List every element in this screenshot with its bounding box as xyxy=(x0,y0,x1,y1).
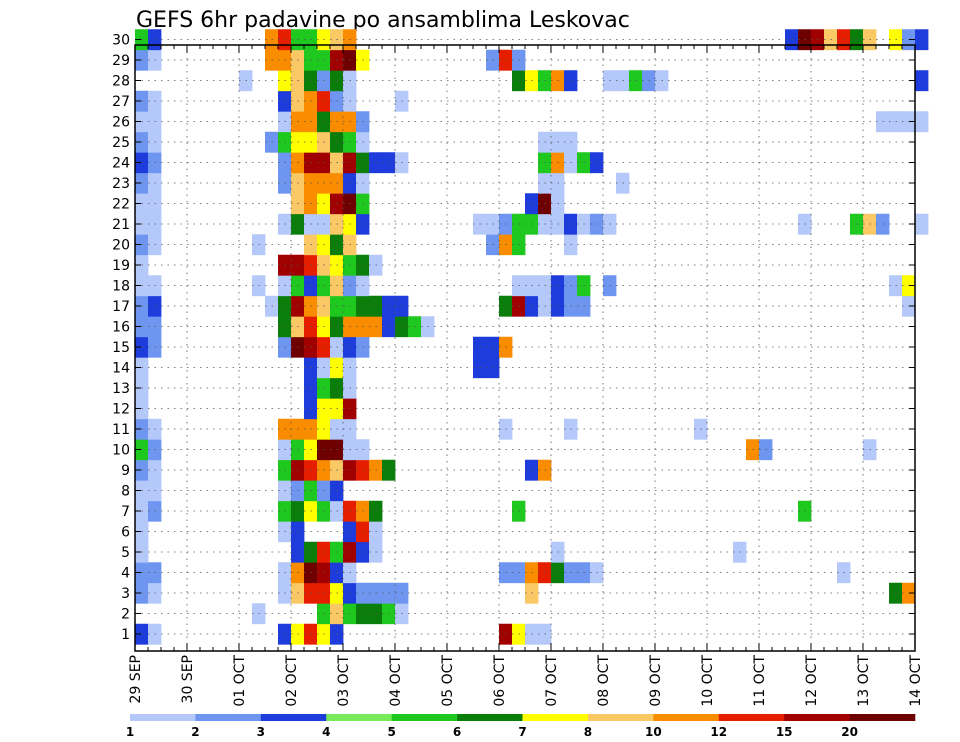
colorbar-swatch xyxy=(653,714,720,721)
colorbar-swatch xyxy=(457,714,523,721)
colorbar: 1 2 3 4 5 6 7 8 10 12 15 20 xyxy=(126,714,916,739)
y-tick-label: 21 xyxy=(112,217,130,233)
gridlines xyxy=(134,39,916,651)
y-tick-label: 13 xyxy=(112,381,130,397)
y-tick-label: 10 xyxy=(112,443,130,459)
y-tick-label: 27 xyxy=(112,94,130,110)
y-tick-label: 5 xyxy=(121,545,130,561)
colorbar-label: 4 xyxy=(322,725,330,739)
x-tick-label: 02 OCT xyxy=(284,655,300,707)
colorbar-label: 10 xyxy=(645,725,662,739)
y-tick-label: 28 xyxy=(112,74,130,90)
colorbar-label: 20 xyxy=(841,725,858,739)
colorbar-swatch xyxy=(718,714,785,721)
colorbar-swatch xyxy=(849,714,916,721)
colorbar-label: 6 xyxy=(453,725,461,739)
x-tick-label: 03 OCT xyxy=(336,655,352,707)
colorbar-swatch xyxy=(260,714,327,721)
colorbar-swatch xyxy=(784,714,850,721)
y-tick-label: 23 xyxy=(112,176,130,192)
y-axis: 1234567891011121314151617181920212223242… xyxy=(112,33,915,643)
y-tick-label: 12 xyxy=(112,402,130,418)
y-tick-label: 24 xyxy=(112,156,130,172)
x-tick-label: 06 OCT xyxy=(492,655,508,707)
y-tick-label: 15 xyxy=(112,340,130,356)
y-tick-label: 4 xyxy=(121,566,130,582)
x-tick-label: 29 SEP xyxy=(128,655,144,703)
y-tick-label: 11 xyxy=(112,422,130,438)
colorbar-label: 7 xyxy=(518,725,526,739)
x-tick-label: 30 SEP xyxy=(180,655,196,703)
y-tick-label: 18 xyxy=(112,279,130,295)
y-tick-label: 25 xyxy=(112,135,130,151)
colorbar-label: 2 xyxy=(191,725,199,739)
y-tick-label: 9 xyxy=(121,463,130,479)
y-tick-label: 30 xyxy=(112,33,130,49)
y-tick-label: 16 xyxy=(112,320,130,336)
x-tick-label: 14 OCT xyxy=(908,655,924,707)
y-tick-label: 19 xyxy=(112,258,130,274)
x-tick-label: 11 OCT xyxy=(752,655,768,707)
heatmap-cell xyxy=(915,70,929,92)
x-tick-label: 04 OCT xyxy=(388,655,404,707)
y-tick-label: 6 xyxy=(121,525,130,541)
y-tick-label: 20 xyxy=(112,238,130,254)
plot-frame xyxy=(134,44,916,652)
chart-title: GEFS 6hr padavine po ansamblima Leskovac xyxy=(136,8,630,33)
x-tick-label: 09 OCT xyxy=(648,655,664,707)
colorbar-swatch xyxy=(522,714,589,721)
colorbar-swatch xyxy=(326,714,392,721)
y-tick-label: 1 xyxy=(121,627,130,643)
x-axis: 29 SEP 30 SEP 01 OCT 02 OCT 03 OCT 04 OCT 05 O… xyxy=(128,45,924,707)
y-tick-label: 8 xyxy=(121,484,130,500)
colorbar-label: 1 xyxy=(126,725,134,739)
x-tick-label: 01 OCT xyxy=(232,655,248,707)
heatmap-cell xyxy=(915,111,929,133)
heatmap-cell xyxy=(915,29,929,51)
y-tick-label: 17 xyxy=(112,299,130,315)
y-tick-label: 29 xyxy=(112,53,130,69)
y-tick-label: 26 xyxy=(112,115,130,131)
colorbar-swatch xyxy=(391,714,458,721)
colorbar-swatch xyxy=(130,714,196,721)
colorbar-swatch xyxy=(195,714,262,721)
x-tick-label: 12 OCT xyxy=(804,655,820,707)
colorbar-swatch xyxy=(587,714,654,721)
y-tick-label: 22 xyxy=(112,197,130,213)
x-tick-label: 13 OCT xyxy=(856,655,872,707)
heatmap-cell xyxy=(915,213,929,235)
y-tick-label: 2 xyxy=(121,607,130,623)
colorbar-label: 5 xyxy=(387,725,395,739)
x-tick-label: 05 OCT xyxy=(440,655,456,707)
x-tick-label: 08 OCT xyxy=(596,655,612,707)
x-tick-label: 07 OCT xyxy=(544,655,560,707)
x-tick-label: 10 OCT xyxy=(700,655,716,707)
y-tick-label: 14 xyxy=(112,361,130,377)
y-tick-label: 7 xyxy=(121,504,130,520)
y-tick-label: 3 xyxy=(121,586,130,602)
colorbar-label: 3 xyxy=(257,725,265,739)
colorbar-label: 12 xyxy=(710,725,727,739)
colorbar-label: 15 xyxy=(776,725,793,739)
colorbar-label: 8 xyxy=(584,725,592,739)
